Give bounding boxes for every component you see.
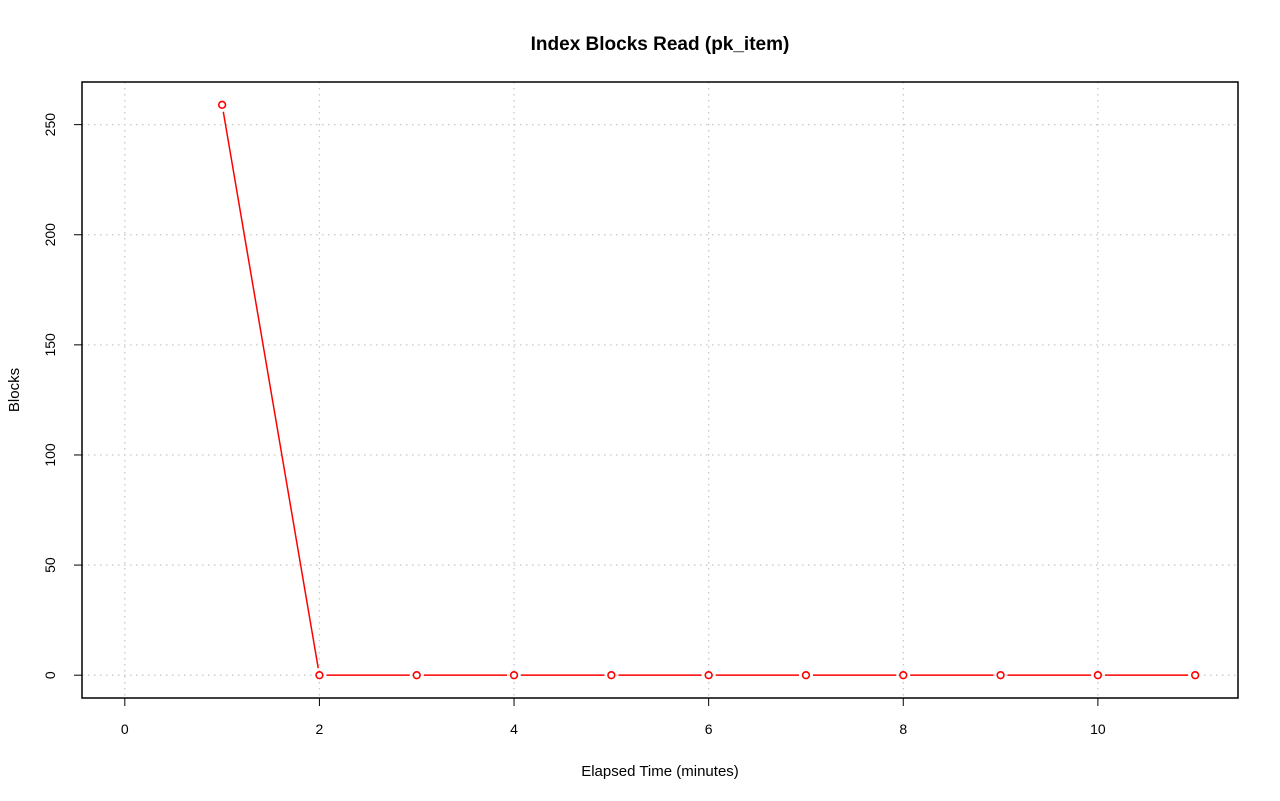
series-layer xyxy=(217,100,1200,680)
y-tick-label: 250 xyxy=(42,113,58,137)
data-point xyxy=(509,670,519,680)
grid xyxy=(82,82,1238,698)
chart-title: Index Blocks Read (pk_item) xyxy=(531,34,790,55)
data-point xyxy=(607,670,616,680)
x-tick-label: 10 xyxy=(1090,721,1106,737)
x-axis: 0 2 4 6 8 10 xyxy=(121,697,1106,737)
data-point xyxy=(315,670,324,680)
data-point xyxy=(899,670,908,680)
x-tick-label: 6 xyxy=(705,721,713,737)
y-tick-label: 150 xyxy=(42,333,58,357)
x-tick-label: 4 xyxy=(510,721,518,737)
x-tick-label: 0 xyxy=(121,721,129,737)
x-tick-label: 8 xyxy=(899,721,907,737)
data-point xyxy=(704,670,713,680)
data-point xyxy=(412,670,421,680)
data-point xyxy=(1190,670,1200,680)
data-point xyxy=(1093,670,1103,680)
y-tick-label: 200 xyxy=(42,223,58,247)
y-axis: 0 50 100 150 200 250 xyxy=(42,113,83,679)
y-tick-label: 100 xyxy=(42,443,58,467)
y-axis-label: Blocks xyxy=(6,368,23,412)
data-point xyxy=(996,670,1005,680)
data-point xyxy=(801,670,811,680)
x-tick-label: 2 xyxy=(316,721,324,737)
series-segment xyxy=(222,111,319,669)
plot-frame xyxy=(81,81,1239,699)
data-point xyxy=(217,100,227,110)
y-tick-label: 0 xyxy=(42,671,58,679)
y-tick-label: 50 xyxy=(42,557,58,573)
x-axis-label: Elapsed Time (minutes) xyxy=(581,763,739,780)
